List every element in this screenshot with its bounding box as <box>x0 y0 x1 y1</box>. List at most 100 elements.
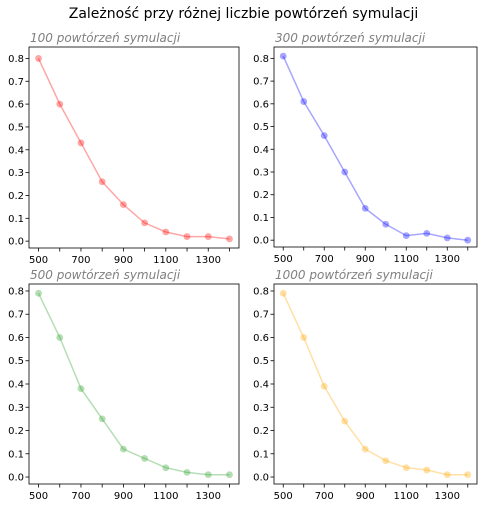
y-tick-label: 0.6 <box>253 99 269 110</box>
y-tick-label: 0.2 <box>253 190 269 201</box>
y-tick-label: 0.5 <box>253 122 269 133</box>
x-tick-label: 1100 <box>153 491 178 502</box>
data-point <box>300 98 308 105</box>
y-tick-label: 0.6 <box>8 100 24 111</box>
data-point <box>226 235 233 243</box>
data-point <box>183 468 191 476</box>
series-line <box>282 292 468 476</box>
data-point <box>341 168 349 176</box>
data-point <box>279 52 287 60</box>
subplot-title: 300 powtórzeń symulacji <box>275 31 426 45</box>
subplot-4: 1000 powtórzeń symulacji 0.0 0.1 0.2 0.3 0.4 0… <box>253 268 478 502</box>
data-point <box>361 204 369 212</box>
figure-title: Zależność przy różnej liczbie powtórzeń … <box>68 6 419 22</box>
y-tick-label: 0.7 <box>8 77 24 88</box>
subplot-title: 100 powtórzeń symulacji <box>30 31 181 45</box>
axes-frame <box>28 46 240 249</box>
x-tick-label: 700 <box>71 255 90 266</box>
y-tick-label: 0.0 <box>8 237 24 248</box>
data-point <box>98 415 106 423</box>
data-point <box>382 220 390 228</box>
data-point <box>443 471 451 479</box>
data-point <box>341 417 349 425</box>
subplot-2: 300 powtórzeń symulacji 0.0 0.1 0.2 0.3 0.4 0.… <box>253 31 478 265</box>
data-point <box>183 233 191 240</box>
x-tick-label: 1100 <box>394 491 419 502</box>
data-point <box>320 382 328 390</box>
axes-frame <box>273 283 478 485</box>
y-tick-label: 0.8 <box>8 54 24 65</box>
y-tick-label: 0.2 <box>253 426 269 437</box>
x-tick-label: 900 <box>114 491 133 502</box>
data-point <box>464 471 472 479</box>
data-point <box>141 219 149 227</box>
x-tick-label: 500 <box>29 255 48 266</box>
data-point <box>464 236 472 244</box>
y-tick-label: 0.6 <box>8 333 24 344</box>
data-point <box>382 457 390 465</box>
y-tick-label: 0.6 <box>253 333 269 344</box>
series-line <box>37 292 230 476</box>
x-tick-label: 1300 <box>196 491 221 502</box>
y-tick-label: 0.3 <box>253 168 269 179</box>
x-tick-label: 1300 <box>435 491 460 502</box>
x-tick-label: 700 <box>71 491 90 502</box>
data-point <box>423 466 431 474</box>
y-tick-label: 0.5 <box>253 356 269 367</box>
y-tick-label: 0.0 <box>253 236 269 247</box>
x-tick-label: 900 <box>114 255 133 266</box>
data-point <box>204 233 212 240</box>
y-tick-label: 0.4 <box>253 145 269 156</box>
subplot-title: 1000 powtórzeń symulacji <box>275 268 433 282</box>
y-tick-label: 0.4 <box>8 145 24 156</box>
data-point <box>77 139 85 147</box>
y-tick-label: 0.3 <box>8 403 24 414</box>
data-point <box>162 228 170 236</box>
x-tick-label: 1300 <box>435 254 460 265</box>
y-tick-label: 0.1 <box>253 213 269 224</box>
data-point <box>279 289 287 297</box>
y-tick-label: 0.2 <box>8 191 24 202</box>
y-tick-label: 0.1 <box>8 449 24 460</box>
y-tick-label: 0.4 <box>8 380 24 391</box>
y-tick-label: 0.8 <box>253 54 269 65</box>
data-point <box>300 334 308 341</box>
data-point <box>423 229 431 237</box>
y-tick-label: 0.8 <box>8 286 24 297</box>
y-tick-label: 0.2 <box>8 426 24 437</box>
data-point <box>226 471 233 479</box>
y-tick-label: 0.8 <box>253 286 269 297</box>
data-point <box>320 132 328 140</box>
y-tick-label: 0.5 <box>8 122 24 133</box>
series-line <box>282 55 468 241</box>
data-point <box>402 464 410 472</box>
data-point <box>119 201 127 209</box>
subplot-1: 100 powtórzeń symulacji 0.0 0.1 0.2 0.3 0.4 0.… <box>8 31 240 266</box>
x-tick-label: 500 <box>29 491 48 502</box>
y-tick-label: 0.1 <box>8 214 24 225</box>
x-tick-label: 1300 <box>196 255 221 266</box>
data-point <box>204 471 212 479</box>
data-point <box>402 232 410 240</box>
x-tick-label: 1100 <box>394 254 419 265</box>
axes-frame <box>28 283 240 485</box>
y-tick-label: 0.5 <box>8 356 24 367</box>
y-tick-label: 0.3 <box>253 403 269 414</box>
data-point <box>56 100 64 108</box>
data-point <box>98 178 106 186</box>
data-point <box>77 385 85 393</box>
data-point <box>141 455 149 462</box>
x-tick-label: 900 <box>356 491 375 502</box>
data-point <box>56 334 64 341</box>
data-point <box>35 55 42 62</box>
y-tick-label: 0.4 <box>253 380 269 391</box>
y-tick-label: 0.7 <box>253 310 269 321</box>
data-point <box>162 464 170 472</box>
subplot-title: 500 powtórzeń symulacji <box>30 268 181 282</box>
x-tick-label: 500 <box>274 491 293 502</box>
data-point <box>443 234 451 242</box>
y-tick-label: 0.0 <box>8 473 24 484</box>
axes-frame <box>273 46 478 248</box>
series-line <box>37 58 230 240</box>
